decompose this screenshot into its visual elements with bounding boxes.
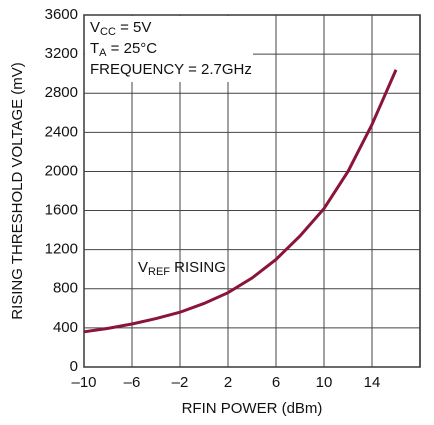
annotation-rest: = 25°C (107, 40, 158, 57)
y-tick-label: 3600 (45, 6, 78, 23)
y-tick-label: 0 (70, 358, 78, 375)
annotation: VREF RISING (138, 259, 226, 278)
y-tick-label: 2400 (45, 123, 78, 140)
annotation-main: V (138, 259, 148, 276)
annotation: VCC = 5V (90, 19, 151, 38)
x-tick-label: 10 (316, 374, 333, 391)
x-tick-label: –2 (172, 374, 189, 391)
annotation-sub: CC (100, 26, 116, 38)
annotation: FREQUENCY = 2.7GHz (90, 61, 252, 78)
annotation-main: T (90, 40, 99, 57)
annotation-main: FREQUENCY = 2.7GHz (90, 61, 252, 78)
x-tick-label: 14 (364, 374, 381, 391)
y-tick-label: 1200 (45, 241, 78, 258)
data-line (83, 69, 398, 334)
annotation: TA = 25°C (90, 40, 157, 59)
annotation-rest: RISING (170, 259, 226, 276)
y-tick-label: 2000 (45, 162, 78, 179)
annotation-sub: A (99, 47, 107, 59)
annotation-rest: = 5V (116, 19, 151, 36)
x-tick-label: –6 (124, 374, 141, 391)
y-tick-label: 1600 (45, 202, 78, 219)
x-tick-label: –10 (71, 374, 96, 391)
annotation-sub: REF (148, 266, 170, 278)
y-tick-label: 2800 (45, 84, 78, 101)
x-axis-label: RFIN POWER (dBm) (182, 400, 323, 417)
y-axis-label: RISING THRESHOLD VOLTAGE (mV) (9, 62, 26, 320)
y-tick-label: 3200 (45, 45, 78, 62)
x-tick-label: 6 (272, 374, 280, 391)
x-tick-label: 2 (224, 374, 232, 391)
y-tick-label: 400 (53, 319, 78, 336)
annotation-main: V (90, 19, 100, 36)
y-tick-label: 800 (53, 280, 78, 297)
annotation-box (85, 16, 253, 82)
